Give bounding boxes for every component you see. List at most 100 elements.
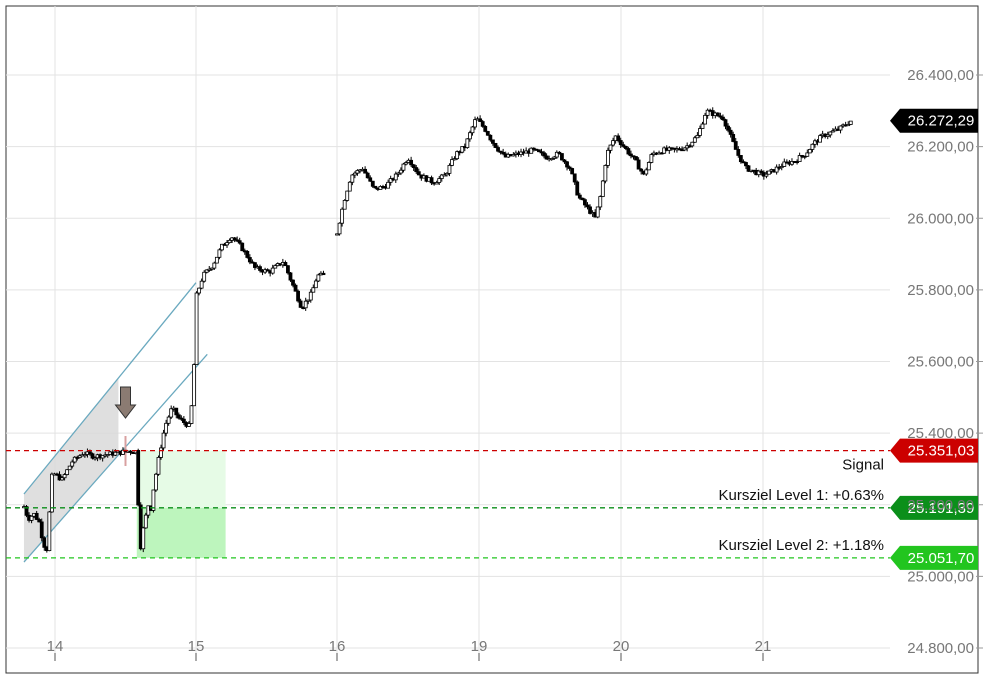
candle-body: [682, 147, 687, 151]
level-label: Kursziel Level 2: +1.18%: [718, 537, 884, 554]
candle-body: [93, 457, 97, 460]
y-tick-label: 25.000,00: [907, 568, 974, 585]
candle-body: [636, 159, 641, 170]
candle-body: [434, 182, 439, 185]
candle-body: [189, 405, 194, 424]
candle-body: [352, 172, 357, 176]
x-tick-label: 16: [329, 638, 346, 655]
y-tick-label: 26.400,00: [907, 67, 974, 84]
candle-body: [398, 169, 403, 174]
candle-body: [429, 177, 434, 184]
candle-body: [220, 243, 224, 251]
candle-body: [202, 271, 207, 282]
candle-body: [485, 131, 490, 136]
candle-body: [644, 169, 649, 175]
candle-body: [393, 173, 398, 181]
level-label: Kursziel Level 1: +0.63%: [718, 487, 884, 504]
candle-body: [542, 152, 546, 157]
candle-body: [227, 239, 232, 244]
candle-body: [113, 451, 118, 456]
candle-body: [639, 168, 644, 172]
candle-body: [455, 151, 460, 160]
candle-body: [572, 173, 577, 183]
candle-body: [611, 140, 615, 146]
candle-body: [62, 474, 67, 479]
y-tick-label: 25.600,00: [907, 354, 974, 371]
candle-body: [273, 265, 278, 269]
signal-arrow-icon: [114, 386, 137, 419]
candle-body: [77, 455, 82, 458]
candle-body: [335, 233, 339, 236]
candle-body: [298, 300, 303, 308]
candle-body: [24, 506, 29, 516]
level-value-tag: [890, 438, 978, 463]
candle-body: [313, 280, 318, 289]
candle-body: [629, 153, 633, 157]
candle-body: [567, 166, 572, 169]
candle-body: [738, 155, 743, 163]
candle-body: [169, 408, 174, 418]
candle-body: [575, 181, 580, 196]
candle-body: [767, 170, 771, 175]
level-value-label: 26.272,29: [908, 113, 975, 130]
candle-body: [293, 284, 298, 292]
candle-body: [700, 123, 705, 129]
candle-body: [308, 291, 313, 301]
candle-body: [774, 166, 779, 173]
candle-body: [288, 272, 293, 281]
candle-body: [105, 454, 110, 457]
candle-body: [194, 292, 199, 365]
candle-body: [560, 153, 564, 161]
candle-body: [562, 159, 567, 163]
candle-body: [67, 465, 72, 471]
candle-body: [204, 269, 209, 273]
level-value-label: 25.191,39: [908, 500, 975, 517]
candle-body: [552, 156, 557, 159]
x-tick-label: 20: [613, 638, 630, 655]
candle-body: [291, 279, 295, 286]
candle-body: [810, 143, 815, 150]
y-tick-label: 25.800,00: [907, 282, 974, 299]
candle-body: [414, 167, 419, 173]
candle-body: [779, 166, 784, 169]
candle-body: [544, 155, 549, 160]
candle-body: [473, 119, 477, 128]
candle-body: [721, 116, 725, 121]
candle-body: [634, 156, 638, 161]
candle-body: [174, 407, 179, 416]
candle-body: [253, 262, 257, 268]
level-value-tag: [890, 495, 978, 520]
candle-body: [588, 206, 592, 214]
candle-body: [746, 165, 751, 172]
candle-body: [554, 151, 559, 158]
candle-body: [511, 154, 516, 157]
candle-body: [698, 128, 702, 136]
candle-body: [830, 130, 835, 133]
candle-body: [687, 145, 692, 148]
candle-body: [181, 418, 186, 423]
candle-body: [828, 131, 833, 136]
candle-body: [136, 450, 141, 506]
candle-body: [37, 519, 42, 523]
candle-body: [232, 237, 237, 241]
candle-body: [539, 151, 544, 154]
candle-body: [595, 206, 600, 218]
candle-body: [306, 299, 311, 302]
candle-body: [491, 139, 495, 144]
candle-body: [57, 474, 62, 481]
candle-body: [47, 511, 52, 552]
candle-body: [401, 163, 406, 171]
candle-body: [470, 126, 475, 134]
candle-body: [450, 159, 454, 166]
candle-body: [212, 262, 217, 269]
candle-body: [782, 161, 787, 167]
candle-body: [128, 450, 133, 453]
candle-body: [537, 149, 541, 153]
candle-body: [705, 109, 710, 116]
candle-body: [498, 150, 503, 153]
candle-body: [616, 135, 621, 141]
candle-body: [623, 145, 628, 149]
candle-body: [460, 146, 465, 153]
candle-body: [445, 172, 449, 176]
candle-body: [311, 287, 316, 293]
